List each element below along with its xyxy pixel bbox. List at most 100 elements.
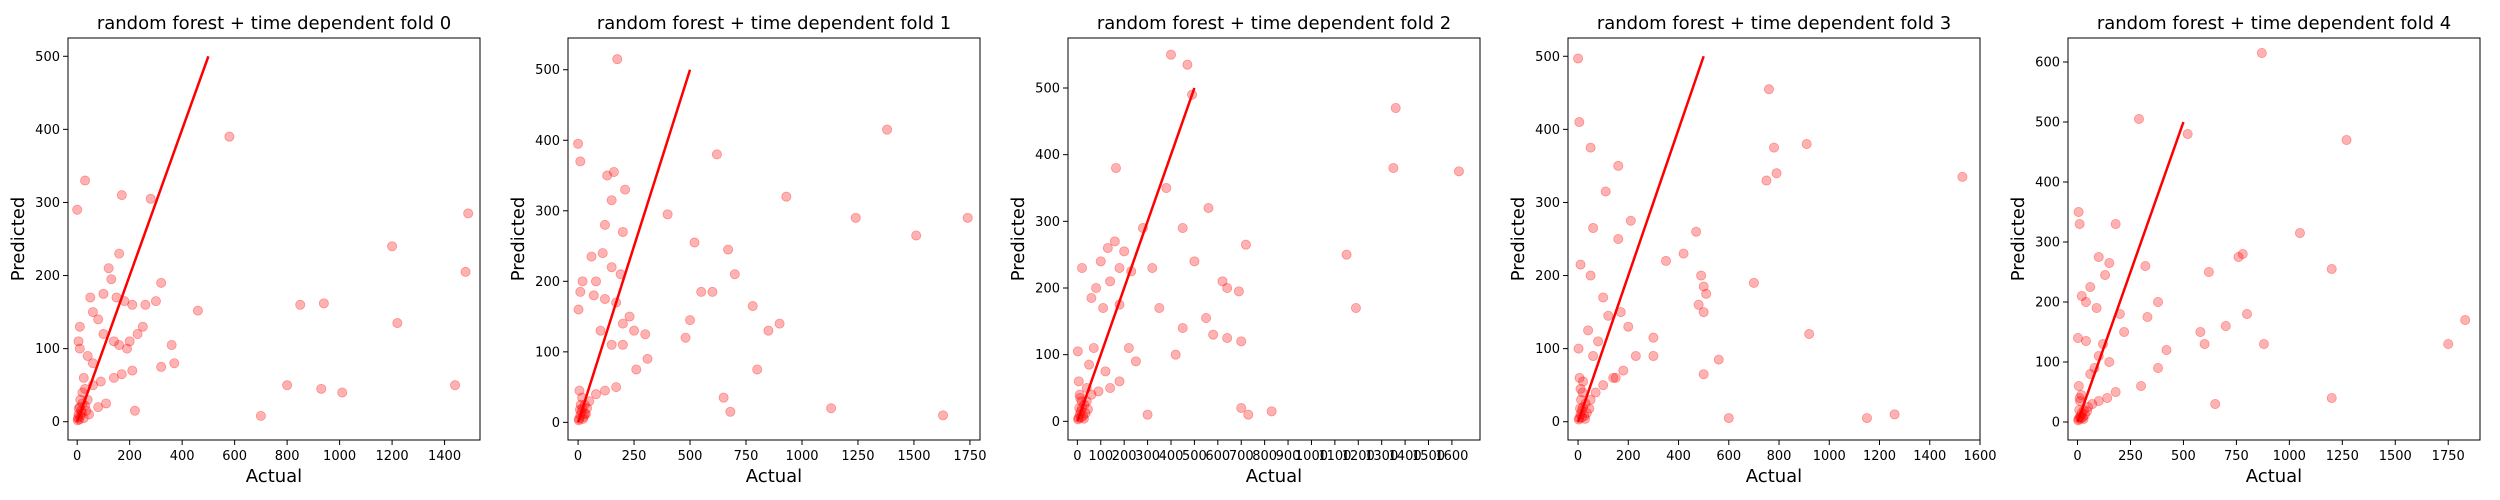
scatter-point <box>911 230 922 241</box>
x-tick-label: 600 <box>222 449 247 464</box>
scatter-point <box>1114 376 1125 387</box>
scatter-point <box>588 290 599 301</box>
scatter-point <box>1236 336 1247 347</box>
scatter-point <box>316 383 327 394</box>
y-axis-label: Predicted <box>8 197 29 282</box>
scatter-point <box>318 298 329 309</box>
x-tick-label: 200 <box>117 449 142 464</box>
y-axis-label: Predicted <box>2008 197 2029 282</box>
x-tick-label: 600 <box>1205 449 1230 464</box>
y-tick-label: 400 <box>35 123 60 138</box>
scatter-point <box>1610 372 1621 383</box>
reference-line <box>76 55 210 423</box>
scatter-point <box>689 237 700 248</box>
x-tick-label: 750 <box>2224 449 2249 464</box>
scatter-point <box>2119 326 2130 337</box>
scatter-point <box>1573 53 1584 64</box>
scatter-point <box>1691 226 1702 237</box>
scatter-points <box>2072 48 2471 426</box>
scatter-point <box>747 300 758 311</box>
scatter-point <box>83 409 94 420</box>
scatter-point <box>2182 128 2193 139</box>
y-tick-label: 300 <box>1535 196 1560 211</box>
scatter-points <box>573 54 973 426</box>
x-tick-label: 400 <box>170 449 195 464</box>
scatter-point <box>577 276 588 287</box>
y-tick-label: 400 <box>1535 123 1560 138</box>
scatter-point <box>387 241 398 252</box>
scatter-point <box>392 318 403 329</box>
x-tick-label: 700 <box>1229 449 1254 464</box>
scatter-point <box>573 138 584 149</box>
scatter-point <box>573 304 584 315</box>
y-tick-label: 600 <box>2035 56 2060 71</box>
scatter-point <box>2074 218 2085 229</box>
scatter-point <box>1957 171 1968 182</box>
scatter-point <box>2153 362 2164 373</box>
scatter-point <box>1222 282 1233 293</box>
scatter-point <box>1603 310 1614 321</box>
x-tick-label: 800 <box>1252 449 1277 464</box>
y-tick-label: 500 <box>535 63 560 78</box>
scatter-point <box>101 398 112 409</box>
y-tick-label: 0 <box>1052 415 1060 430</box>
scatter-point <box>1236 402 1247 413</box>
scatter-point <box>1177 322 1188 333</box>
scatter-point <box>1575 383 1586 394</box>
scatter-point <box>725 406 736 417</box>
scatter-point <box>1073 376 1084 387</box>
y-tick-label: 400 <box>535 134 560 149</box>
scatter-point <box>1233 286 1244 297</box>
scatter-point <box>1084 359 1095 370</box>
scatter-point <box>1574 117 1585 128</box>
scatter-point <box>2073 380 2084 391</box>
scatter-point <box>938 410 949 421</box>
scatter-point <box>2241 308 2252 319</box>
scatter-point <box>1588 223 1599 234</box>
scatter-point <box>1147 262 1158 273</box>
scatter-point <box>1142 409 1153 420</box>
scatter-point <box>114 248 125 259</box>
x-tick-label: 1300 <box>1365 449 1398 464</box>
scatter-point <box>1102 242 1113 253</box>
scatter-point <box>137 321 148 332</box>
scatter-point <box>2076 290 2087 301</box>
scatter-point <box>282 380 293 391</box>
scatter-points <box>72 131 474 426</box>
scatter-point <box>1166 49 1177 60</box>
scatter-point <box>129 405 140 416</box>
scatter-point <box>1201 312 1212 323</box>
scatter-point <box>2326 392 2337 403</box>
scatter-point <box>156 361 167 372</box>
scatter-point <box>781 191 792 202</box>
x-tick-label: 750 <box>734 449 759 464</box>
scatter-point <box>611 382 622 393</box>
scatter-point <box>1266 406 1277 417</box>
scatter-point <box>1625 215 1636 226</box>
scatter-point <box>1769 142 1780 153</box>
scatter-point <box>774 318 785 329</box>
x-tick-label: 1500 <box>897 449 930 464</box>
scatter-point <box>1578 376 1589 387</box>
scatter-point <box>108 336 119 347</box>
scatter-point <box>2258 338 2269 349</box>
scatter-point <box>255 410 266 421</box>
scatter-point <box>2081 296 2092 307</box>
scatter-point <box>1588 350 1599 361</box>
scatter-point <box>718 392 729 403</box>
scatter-point <box>2161 344 2172 355</box>
scatter-point <box>2100 269 2111 280</box>
scatter-point <box>1082 404 1093 415</box>
scatter-point <box>114 339 125 350</box>
scatter-point <box>82 350 93 361</box>
scatter-point <box>2081 335 2092 346</box>
scatter-point <box>2073 206 2084 217</box>
scatter-point <box>2256 48 2267 59</box>
y-tick-label: 0 <box>552 416 560 431</box>
scatter-point <box>575 286 586 297</box>
scatter-point <box>2093 395 2104 406</box>
x-tick-label: 250 <box>2118 449 2143 464</box>
scatter-point <box>575 156 586 167</box>
y-tick-label: 300 <box>2035 236 2060 251</box>
y-tick-label: 500 <box>35 50 60 65</box>
